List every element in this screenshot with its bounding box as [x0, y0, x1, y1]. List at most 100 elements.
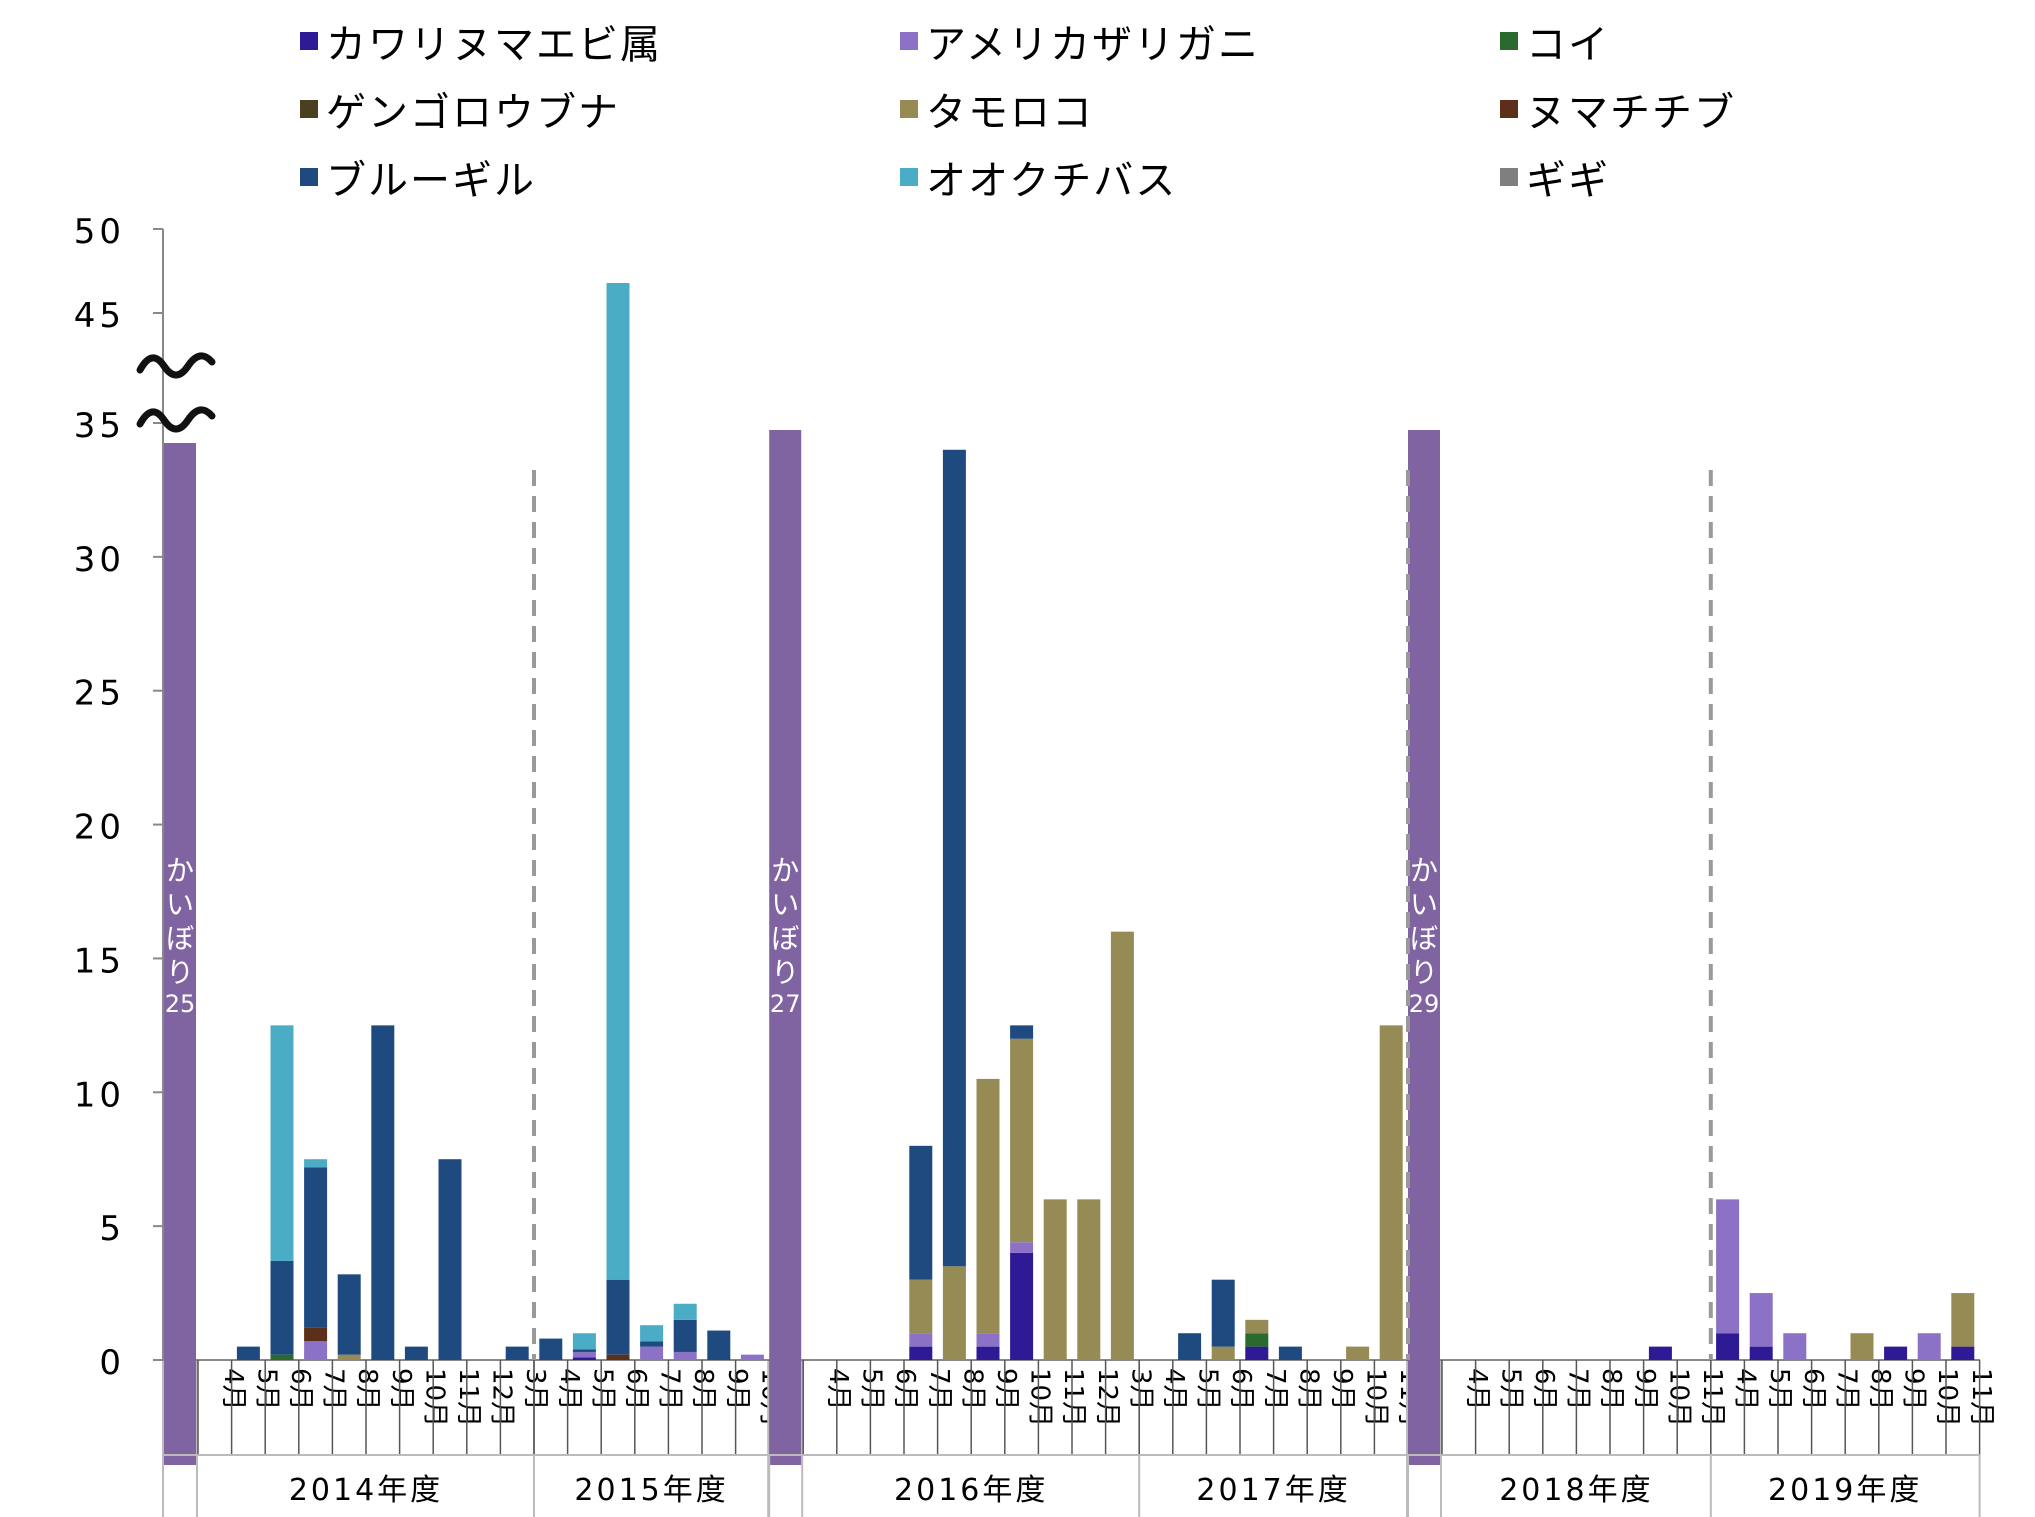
x-month-label: 8月: [688, 1368, 718, 1411]
bar-segment: [1850, 1333, 1874, 1360]
bar-segment: [909, 1279, 933, 1334]
bar-segment: [942, 1266, 966, 1360]
bar-segment: [270, 1025, 294, 1261]
legend-swatch: [900, 100, 918, 118]
bar-segment: [404, 1346, 428, 1360]
bar-segment: [1716, 1199, 1740, 1334]
x-month-label: 8月: [1865, 1368, 1895, 1411]
bar-segment: [976, 1078, 1000, 1334]
bar-segment: [1884, 1346, 1908, 1360]
x-month-label: 4月: [823, 1368, 853, 1411]
bar-segment: [337, 1354, 361, 1360]
x-month-label: 7月: [655, 1368, 685, 1411]
x-month-label: 11月: [1058, 1368, 1088, 1427]
x-month-label: 6月: [1798, 1368, 1828, 1411]
x-month-label: 10月: [1025, 1368, 1055, 1427]
bar-segment: [1245, 1346, 1269, 1360]
y-tick-label: 50: [74, 212, 125, 252]
legend-item: ヌマチチブ: [1500, 76, 1736, 142]
bar-segment: [1951, 1346, 1975, 1360]
x-month-label: 8月: [1596, 1368, 1626, 1411]
x-month-label: 10月: [419, 1368, 449, 1427]
x-month-label: 11月: [1966, 1368, 1996, 1427]
x-month-label: 9月: [1899, 1368, 1929, 1411]
kaibori-label-char: い: [771, 888, 799, 921]
legend-swatch: [300, 168, 318, 186]
bar-segment: [673, 1319, 697, 1352]
kaibori-bar-rect: [1408, 430, 1440, 1465]
bar-segment: [1077, 1199, 1101, 1360]
bar-segment: [304, 1159, 328, 1168]
bar-segment: [438, 1159, 462, 1360]
x-month-label: 5月: [587, 1368, 617, 1411]
bar-segment: [640, 1341, 664, 1347]
bar-segment: [1648, 1346, 1672, 1360]
y-tick-label: 30: [74, 540, 125, 580]
legend-swatch: [900, 168, 918, 186]
x-month-label: 8月: [957, 1368, 987, 1411]
x-month-label: 4月: [218, 1368, 248, 1411]
bar-segment: [909, 1145, 933, 1280]
axis-break-mark: [136, 352, 216, 379]
kaibori-label-char: い: [1410, 888, 1438, 921]
bar-segment: [1010, 1252, 1034, 1360]
bar-segment: [270, 1354, 294, 1360]
bar-segment: [740, 1354, 764, 1360]
kaibori-label-char: か: [166, 854, 194, 887]
bar-segment: [909, 1333, 933, 1347]
x-month-label: 6月: [285, 1368, 315, 1411]
x-month-label: 5月: [1495, 1368, 1525, 1411]
x-month-label: 5月: [1193, 1368, 1223, 1411]
bar-segment: [976, 1346, 1000, 1360]
x-month-label: 8月: [352, 1368, 382, 1411]
bar-segment: [1010, 1242, 1034, 1253]
x-month-label: 7月: [1831, 1368, 1861, 1411]
bar-segment: [640, 1346, 664, 1360]
x-month-label: 7月: [924, 1368, 954, 1411]
x-month-label: 9月: [991, 1368, 1021, 1411]
bar-segment: [337, 1274, 361, 1355]
bar-segment: [236, 1346, 260, 1360]
y-tick-label: 5: [99, 1209, 125, 1249]
legend-swatch: [900, 32, 918, 50]
x-month-label: 6月: [621, 1368, 651, 1411]
bar-segment: [1951, 1293, 1975, 1347]
bar-segment: [1245, 1333, 1269, 1347]
bar-segment: [1211, 1346, 1235, 1360]
x-month-label: 7月: [1563, 1368, 1593, 1411]
kaibori-label-num: 29: [1409, 990, 1440, 1018]
x-month-label: 9月: [1327, 1368, 1357, 1411]
y-tick-label: 25: [74, 674, 125, 714]
bar-segment: [707, 1330, 731, 1360]
bar-segment: [976, 1333, 1000, 1347]
kaibori-label-char: ぼ: [1410, 922, 1438, 955]
legend-label: ギギ: [1526, 158, 1610, 204]
kaibori-bar-rect: [164, 443, 196, 1465]
legend-label: オオクチバス: [926, 158, 1178, 204]
bar-segment: [606, 1279, 630, 1355]
legend-item: アメリカザリガニ: [900, 8, 1260, 74]
x-group-label: 2014年度: [289, 1473, 443, 1508]
kaibori-label-char: り: [1410, 956, 1438, 989]
x-month-label: 9月: [386, 1368, 416, 1411]
x-group-label: 2018年度: [1499, 1473, 1653, 1508]
legend-label: カワリヌマエビ属: [326, 22, 662, 68]
legend-item: オオクチバス: [900, 144, 1177, 210]
kaibori-label-num: 25: [165, 990, 196, 1018]
bar-segment: [1716, 1333, 1740, 1360]
x-month-label: 9月: [722, 1368, 752, 1411]
kaibori-label-char: ぼ: [771, 922, 799, 955]
bar-segment: [1010, 1038, 1034, 1243]
bar-segment: [909, 1346, 933, 1360]
bar-segment: [1749, 1346, 1773, 1360]
x-month-label: 4月: [1731, 1368, 1761, 1411]
legend-swatch: [1500, 100, 1518, 118]
bar-segment: [640, 1325, 664, 1342]
legend-swatch: [300, 32, 318, 50]
x-month-label: 10月: [1932, 1368, 1962, 1427]
bar-segment: [1346, 1346, 1370, 1360]
x-month-label: 10月: [1663, 1368, 1693, 1427]
legend-swatch: [1500, 168, 1518, 186]
